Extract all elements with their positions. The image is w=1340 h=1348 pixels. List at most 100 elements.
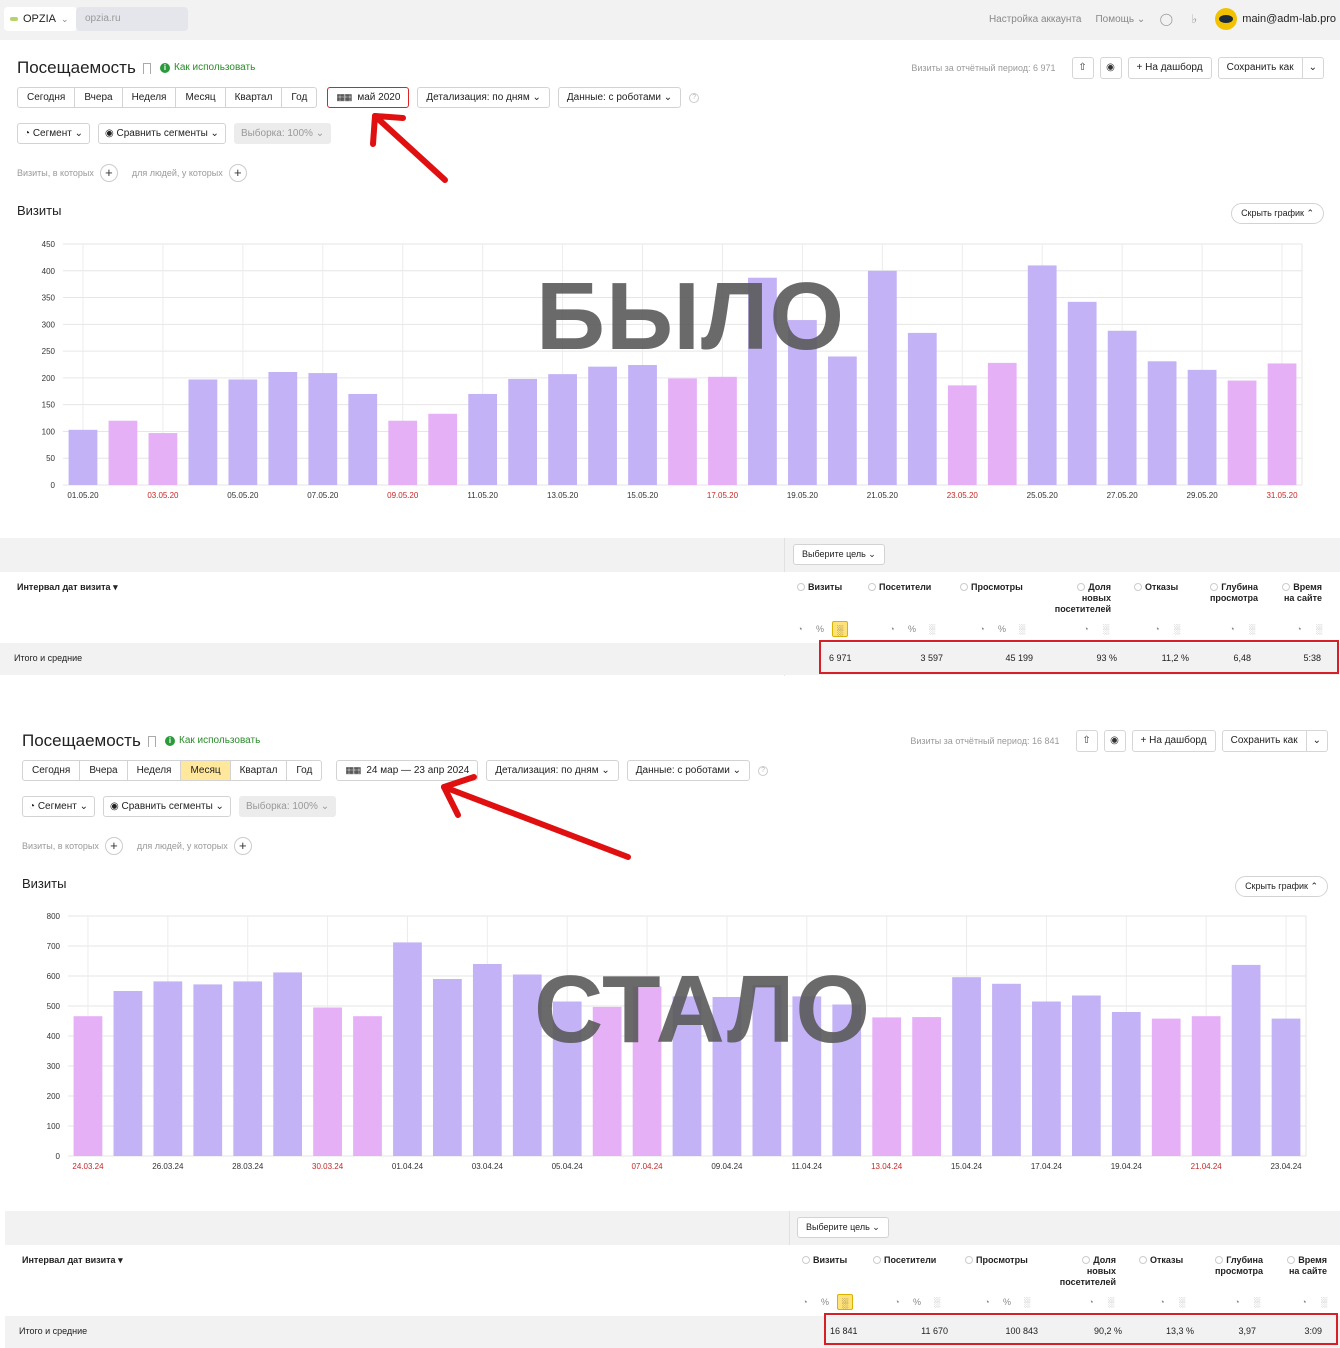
export-icon[interactable]: ⇧ [1071,57,1094,79]
pie-icon[interactable]: ◔ [894,1297,900,1307]
percent-icon[interactable]: % [1002,1297,1011,1307]
help-menu[interactable]: Помощь ⌄ [1095,14,1145,25]
pie-icon[interactable]: ◔ [979,624,985,634]
col-depth[interactable]: Глубина просмотра [1201,1255,1263,1277]
choose-goal-dropdown[interactable]: Выберите цель ⌄ [793,544,885,565]
bars-icon[interactable]: ░ [928,624,936,634]
dimension-header[interactable]: Интервал дат визита ▾ [17,582,118,592]
bars-icon[interactable]: ░ [1023,1297,1031,1307]
col-visits[interactable]: Визиты [802,1255,847,1266]
hide-chart-button[interactable]: Скрыть график ⌃ [1231,203,1324,224]
tab-quarter[interactable]: Квартал [225,87,283,108]
dashboard-button[interactable]: + На дашборд [1127,57,1212,79]
add-people-filter-button[interactable]: + [228,164,247,182]
bars-icon[interactable]: ░ [1107,1297,1115,1307]
compare-segments-dropdown[interactable]: ◉ Сравнить сегменты ⌄ [97,123,226,144]
col-time[interactable]: Время на сайте [1277,1255,1327,1277]
compare-segments-dropdown[interactable]: ◉ Сравнить сегменты ⌄ [102,796,231,817]
export-icon[interactable]: ⇧ [1075,730,1098,752]
col-time[interactable]: Время на сайте [1272,582,1322,604]
sample-dropdown[interactable]: Выборка: 100% ⌄ [238,796,337,817]
date-range-button[interactable]: ▦▦ май 2020 [327,87,410,108]
help-icon[interactable]: ? [758,765,769,776]
segment-dropdown[interactable]: ◔ Сегмент ⌄ [17,123,90,144]
bars-icon[interactable]: ░ [1173,624,1181,634]
col-depth[interactable]: Глубина просмотра [1196,582,1258,604]
pie-icon[interactable]: ◔ [1088,1297,1094,1307]
pie-icon[interactable]: ◔ [1296,624,1302,634]
bookmark-icon[interactable] [148,736,156,747]
save-as-button[interactable]: Сохранить как [1221,730,1307,752]
pie-icon[interactable]: ◔ [797,624,803,634]
pie-icon[interactable]: ◔ [1301,1297,1307,1307]
pie-icon[interactable]: ◔ [1229,624,1235,634]
bars-icon[interactable]: ░ [1253,1297,1261,1307]
detail-dropdown[interactable]: Детализация: по дням ⌄ [417,87,550,108]
add-visit-filter-button[interactable]: + [99,164,118,182]
data-mode-dropdown[interactable]: Данные: с роботами ⌄ [557,87,682,108]
col-bounces[interactable]: Отказы [1134,582,1178,593]
bars-icon[interactable]: ░ [1018,624,1026,634]
pie-icon[interactable]: ◔ [1159,1297,1165,1307]
bookmark-icon[interactable] [143,63,151,74]
chevron-down-icon[interactable]: ⌄ [1306,730,1328,752]
tab-yesterday[interactable]: Вчера [80,760,128,781]
tab-month[interactable]: Месяц [181,760,231,781]
sample-dropdown[interactable]: Выборка: 100% ⌄ [233,123,332,144]
tab-year[interactable]: Год [287,760,323,781]
detail-dropdown[interactable]: Детализация: по дням ⌄ [486,760,619,781]
pie-icon[interactable]: ◔ [984,1297,990,1307]
percent-icon[interactable]: % [907,624,916,634]
tab-today[interactable]: Сегодня [22,760,81,781]
compare-icon[interactable]: ◉ [1099,57,1122,79]
pie-icon[interactable]: ◔ [1083,624,1089,634]
dimension-header[interactable]: Интервал дат визита ▾ [22,1255,123,1265]
dashboard-button[interactable]: + На дашборд [1131,730,1216,752]
save-as-button[interactable]: Сохранить как [1217,57,1303,79]
user-menu[interactable]: main@adm-lab.pro [1215,8,1336,30]
counter-selector[interactable]: OPZIA ⌄ [4,7,77,31]
tab-yesterday[interactable]: Вчера [75,87,123,108]
chevron-down-icon[interactable]: ⌄ [1302,57,1324,79]
segment-dropdown[interactable]: ◔ Сегмент ⌄ [22,796,95,817]
bars-icon[interactable]: ░ [1248,624,1256,634]
bars-icon[interactable]: ░ [1178,1297,1186,1307]
bars-icon[interactable]: ░ [1320,1297,1328,1307]
pie-icon[interactable]: ◔ [802,1297,808,1307]
col-visitors[interactable]: Посетители [868,582,931,593]
tab-week[interactable]: Неделя [122,87,177,108]
percent-icon[interactable]: % [815,624,824,634]
compare-icon[interactable]: ◉ [1103,730,1126,752]
tab-week[interactable]: Неделя [127,760,182,781]
col-bounces[interactable]: Отказы [1139,1255,1183,1266]
help-icon[interactable]: ? [689,92,700,103]
chat-icon[interactable]: ◯ [1159,12,1173,26]
bars-icon[interactable]: ░ [832,621,848,637]
bars-icon[interactable]: ░ [1315,624,1323,634]
tab-year[interactable]: Год [282,87,318,108]
pie-icon[interactable]: ◔ [1234,1297,1240,1307]
tab-quarter[interactable]: Квартал [230,760,288,781]
percent-icon[interactable]: % [912,1297,921,1307]
date-range-button[interactable]: ▦▦ 24 мар — 23 апр 2024 [336,760,479,781]
col-pageviews[interactable]: Просмотры [960,582,1023,593]
percent-icon[interactable]: % [997,624,1006,634]
site-field[interactable]: opzia.ru [76,7,188,31]
tab-month[interactable]: Месяц [176,87,226,108]
bell-icon[interactable]: ♭ [1191,12,1198,26]
add-visit-filter-button[interactable]: + [104,837,123,855]
col-visits[interactable]: Визиты [797,582,842,593]
percent-icon[interactable]: % [820,1297,829,1307]
hide-chart-button[interactable]: Скрыть график ⌃ [1235,876,1328,897]
data-mode-dropdown[interactable]: Данные: с роботами ⌄ [626,760,751,781]
choose-goal-dropdown[interactable]: Выберите цель ⌄ [797,1217,889,1238]
add-people-filter-button[interactable]: + [233,837,252,855]
howto-link[interactable]: i Как использовать [165,735,260,746]
tab-today[interactable]: Сегодня [17,87,76,108]
bars-icon[interactable]: ░ [933,1297,941,1307]
col-pageviews[interactable]: Просмотры [965,1255,1028,1266]
howto-link[interactable]: i Как использовать [160,62,255,73]
col-new-share[interactable]: Доля новых посетителей [1052,1255,1116,1288]
col-visitors[interactable]: Посетители [873,1255,936,1266]
pie-icon[interactable]: ◔ [1154,624,1160,634]
